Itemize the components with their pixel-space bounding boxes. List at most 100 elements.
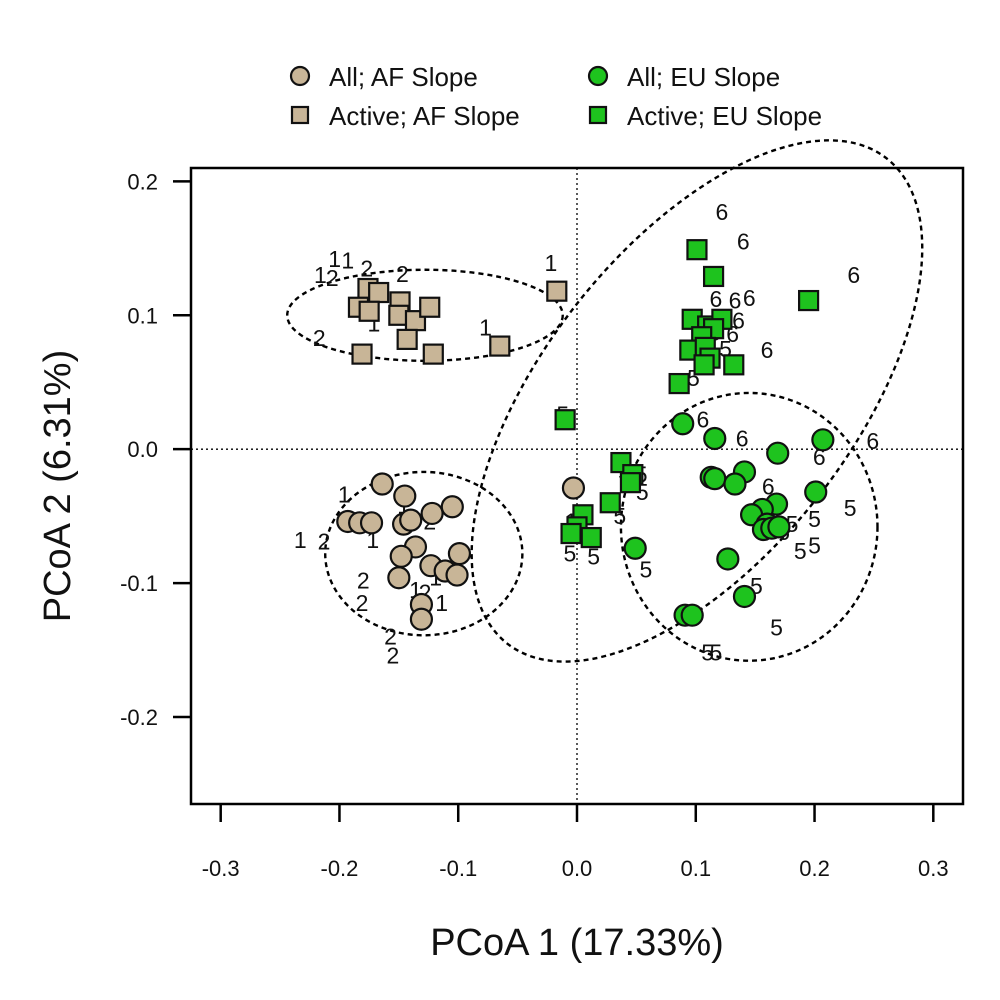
data-point-square [693, 354, 715, 376]
point-label: 6 [743, 285, 756, 311]
point-label: 1 [338, 482, 351, 508]
data-point-circle [420, 501, 444, 526]
legend-label: All; AF Slope [329, 62, 478, 92]
y-axis-title: PCoA 2 (6.31%) [37, 350, 79, 622]
data-point-square [619, 472, 642, 494]
data-point-square [560, 522, 582, 545]
data-point-circle [561, 476, 586, 500]
point-label: 2 [396, 261, 409, 287]
x-tick-label: 0.0 [562, 856, 593, 881]
point-label: 2 [387, 642, 400, 668]
data-point-circle [703, 467, 727, 491]
data-point-circle [716, 547, 740, 571]
data-point-circle [389, 544, 413, 568]
point-labels: 1112221211112212112212122166666666656566… [294, 199, 879, 668]
point-label: 2 [384, 624, 397, 650]
data-point-square [723, 354, 745, 376]
data-point-circle [680, 603, 704, 627]
data-point-circle [445, 563, 469, 587]
point-label: 5 [701, 640, 714, 666]
data-point-square [686, 239, 708, 261]
data-point-circle [370, 472, 394, 496]
ellipse-all-eu-slope [619, 391, 879, 662]
point-label: 1 [294, 527, 307, 553]
point-label: 6 [762, 474, 775, 500]
point-label: 5 [794, 538, 807, 564]
data-point-circle [767, 515, 791, 539]
data-point-circle [447, 542, 472, 566]
legend-marker-circle [587, 65, 609, 87]
point-label: 2 [326, 265, 339, 291]
point-label: 6 [737, 229, 750, 255]
data-point-circle [811, 428, 835, 452]
point-label: 5 [563, 541, 576, 567]
data-point-circle [732, 584, 757, 609]
data-point-square [554, 409, 576, 431]
data-point-circle [387, 566, 411, 590]
point-label: 5 [639, 557, 652, 583]
reference-lines [191, 168, 963, 804]
data-point-square [396, 328, 418, 350]
y-axis: -0.2 -0.1 0.0 0.1 0.2 [120, 169, 191, 730]
data-point-square [419, 296, 441, 318]
point-label: 5 [710, 640, 723, 666]
point-label: 5 [587, 543, 600, 569]
point-label: 2 [357, 567, 370, 593]
point-label: 5 [808, 533, 821, 559]
ellipse-active-eu-slope [470, 139, 924, 663]
data-point-circle [703, 426, 727, 451]
ellipse-all-af-slope [324, 470, 524, 637]
data-point-square [358, 300, 380, 322]
data-point-circle [393, 484, 417, 508]
point-label: 1 [328, 246, 341, 272]
data-point-circle [804, 480, 828, 504]
point-label: 1 [544, 250, 557, 276]
data-point-square [599, 492, 621, 514]
x-axis: -0.3 -0.2 -0.1 0.0 0.1 0.2 0.3 [202, 804, 949, 881]
point-label: 5 [770, 614, 783, 640]
point-label: 6 [710, 286, 723, 312]
legend-label: All; EU Slope [627, 62, 780, 92]
point-label: 2 [313, 325, 326, 351]
y-tick-label: 0.2 [127, 169, 158, 194]
data-point-square [422, 343, 444, 365]
point-label: 6 [696, 407, 709, 433]
point-label: 6 [732, 308, 745, 334]
point-label: 6 [761, 337, 774, 363]
point-label: 1 [314, 262, 327, 288]
data-point-square [580, 526, 602, 549]
y-tick-label: -0.2 [120, 705, 158, 730]
y-tick-label: -0.1 [120, 571, 158, 596]
point-label: 5 [808, 506, 821, 532]
data-point-circle [671, 412, 695, 436]
data-point-circle [359, 511, 384, 535]
legend: All; AF Slope All; EU Slope Active; AF Slo… [289, 62, 822, 131]
point-label: 6 [729, 288, 742, 314]
data-point-circle [723, 472, 747, 496]
data-point-circle [409, 607, 434, 631]
data-point-square [368, 281, 390, 304]
point-label: 1 [435, 590, 448, 616]
legend-marker-circle [289, 65, 311, 87]
point-label: 2 [318, 529, 331, 555]
legend-label: Active; EU Slope [627, 101, 822, 131]
data-point-circle [766, 441, 790, 465]
x-axis-title: PCoA 1 (17.33%) [430, 922, 724, 964]
point-label: 1 [341, 247, 354, 273]
data-point-circle [440, 495, 464, 519]
data-point-square [702, 265, 725, 288]
data-point-square [489, 335, 511, 357]
x-tick-label: 0.2 [799, 856, 830, 881]
point-label: 6 [847, 262, 860, 288]
x-tick-label: 0.3 [918, 856, 949, 881]
point-label: 5 [844, 495, 857, 521]
legend-label: Active; AF Slope [329, 101, 520, 131]
point-label: 2 [356, 590, 369, 616]
data-point-square [546, 280, 568, 302]
y-tick-label: 0.0 [127, 437, 158, 462]
point-label: 2 [360, 255, 373, 281]
legend-marker-square [588, 105, 608, 125]
point-label: 6 [716, 199, 729, 225]
x-tick-label: -0.2 [321, 856, 359, 881]
